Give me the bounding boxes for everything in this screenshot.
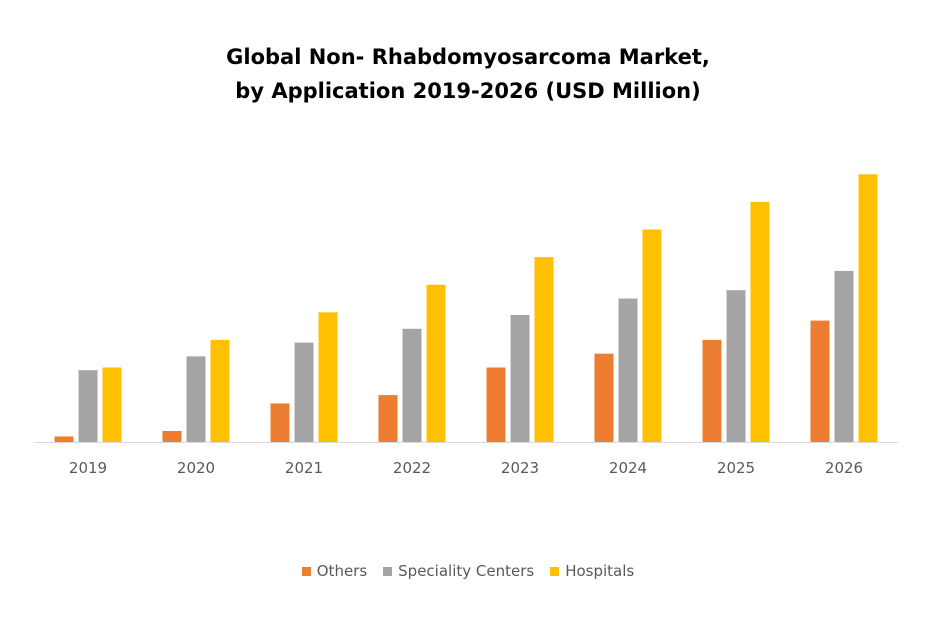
bar-others-2021 — [270, 403, 290, 442]
bar-others-2024 — [594, 353, 614, 442]
x-tick-label: 2019 — [69, 459, 107, 477]
legend-swatch — [383, 566, 393, 576]
x-tick-label: 2026 — [825, 459, 863, 477]
legend-item-others: Others — [301, 562, 368, 580]
x-tick-label: 2024 — [609, 459, 647, 477]
bar-hospitals-2023 — [534, 257, 554, 442]
bar-speciality-centers-2026 — [834, 270, 854, 442]
legend-label: Speciality Centers — [398, 562, 535, 580]
bar-hospitals-2024 — [642, 229, 662, 442]
legend-label: Hospitals — [565, 562, 635, 580]
x-tick-label: 2021 — [285, 459, 323, 477]
bar-speciality-centers-2019 — [78, 370, 98, 442]
bar-others-2023 — [486, 367, 506, 442]
bar-others-2022 — [378, 395, 398, 442]
bar-speciality-centers-2024 — [618, 298, 638, 442]
bar-speciality-centers-2021 — [294, 342, 314, 442]
bar-others-2019 — [54, 436, 74, 442]
legend-swatch — [550, 566, 560, 576]
bar-hospitals-2021 — [318, 312, 338, 442]
x-tick-label: 2023 — [501, 459, 539, 477]
chart-title: Global Non- Rhabdomyosarcoma Market, by … — [0, 40, 936, 108]
chart-legend: Others Speciality Centers Hospitals — [0, 562, 936, 580]
bar-others-2025 — [702, 339, 722, 442]
bar-hospitals-2022 — [426, 284, 446, 442]
bar-speciality-centers-2025 — [726, 290, 746, 442]
bar-hospitals-2025 — [750, 201, 770, 442]
bar-hospitals-2026 — [858, 174, 878, 443]
legend-label: Others — [316, 562, 368, 580]
legend-swatch — [301, 566, 311, 576]
chart-title-line-1: Global Non- Rhabdomyosarcoma Market, — [226, 45, 710, 69]
x-tick-label: 2020 — [177, 459, 215, 477]
legend-item-speciality-centers: Speciality Centers — [383, 562, 534, 580]
x-tick-label: 2022 — [393, 459, 431, 477]
bar-hospitals-2020 — [210, 339, 230, 442]
bar-others-2020 — [162, 431, 182, 442]
legend-item-hospitals: Hospitals — [550, 562, 634, 580]
chart-title-line-2: by Application 2019-2026 (USD Million) — [235, 79, 701, 103]
bar-speciality-centers-2022 — [402, 328, 422, 442]
bar-speciality-centers-2020 — [186, 356, 206, 442]
bar-others-2026 — [810, 320, 830, 442]
bar-hospitals-2019 — [102, 367, 122, 442]
x-tick-label: 2025 — [717, 459, 755, 477]
bar-speciality-centers-2023 — [510, 315, 530, 442]
